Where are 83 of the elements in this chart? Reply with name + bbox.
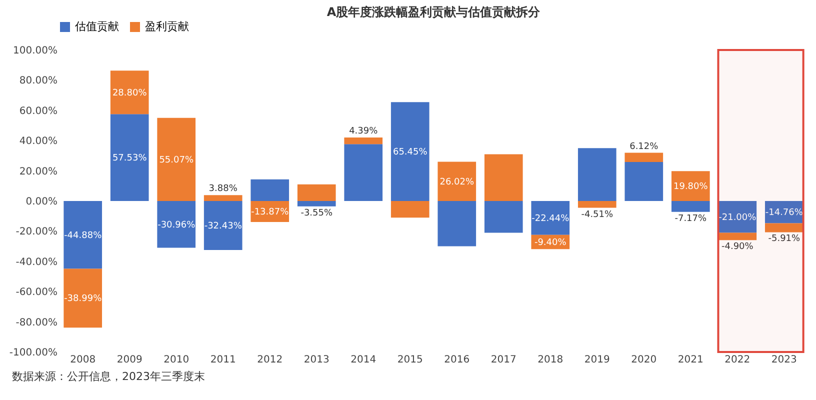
x-tick-label: 2017 bbox=[490, 354, 516, 366]
x-tick-label: 2021 bbox=[678, 354, 704, 366]
data-label: -22.44% bbox=[532, 214, 570, 224]
bar bbox=[204, 195, 242, 201]
bar bbox=[157, 118, 196, 201]
bar bbox=[438, 201, 476, 246]
bar bbox=[624, 162, 664, 201]
x-tick-label: 2015 bbox=[397, 354, 423, 366]
bar bbox=[64, 201, 102, 269]
data-label: 28.80% bbox=[112, 88, 148, 98]
data-label: -32.43% bbox=[204, 221, 242, 232]
legend-label: 估值贡献 bbox=[75, 20, 119, 33]
x-tick-label: 2013 bbox=[304, 354, 330, 366]
data-label: -4.51% bbox=[581, 210, 614, 220]
bar bbox=[484, 154, 523, 201]
x-tick-label: 2018 bbox=[538, 354, 564, 366]
data-label: -21.00% bbox=[718, 212, 757, 223]
x-tick-label: 2014 bbox=[350, 354, 376, 366]
bar bbox=[110, 70, 149, 114]
data-label: 65.45% bbox=[392, 148, 428, 158]
legend-label: 盈利贡献 bbox=[145, 20, 189, 33]
x-tick-label: 2020 bbox=[631, 354, 657, 366]
bar bbox=[344, 137, 383, 144]
data-label: 26.02% bbox=[440, 177, 474, 188]
bar bbox=[204, 201, 242, 250]
y-tick-label: 40.00% bbox=[19, 136, 58, 148]
x-tick-label: 2010 bbox=[164, 354, 190, 366]
bar bbox=[438, 162, 476, 201]
x-tick-label: 2022 bbox=[724, 354, 750, 366]
bar bbox=[764, 223, 804, 232]
data-label: -44.88% bbox=[64, 230, 102, 241]
data-label: -9.40% bbox=[534, 238, 567, 248]
data-label: -7.17% bbox=[674, 214, 708, 224]
bar bbox=[578, 201, 616, 208]
source-note: 数据来源：公开信息，2023年三季度末 bbox=[11, 370, 206, 384]
y-tick-label: -80.00% bbox=[16, 317, 58, 328]
bar bbox=[110, 114, 149, 201]
data-label: -14.76% bbox=[765, 208, 804, 218]
data-label: 57.53% bbox=[112, 154, 148, 164]
y-tick-label: -40.00% bbox=[16, 256, 58, 268]
y-tick-label: -60.00% bbox=[16, 287, 58, 298]
y-tick-label: 20.00% bbox=[19, 166, 58, 178]
bar bbox=[718, 232, 757, 240]
data-label: -38.99% bbox=[64, 294, 102, 304]
y-tick-label: 0.00% bbox=[26, 196, 58, 208]
bar bbox=[578, 148, 616, 201]
bar bbox=[671, 201, 710, 212]
bar bbox=[390, 201, 430, 218]
x-tick-label: 2011 bbox=[210, 354, 236, 366]
chart-title: A股年度涨跌幅盈利贡献与估值贡献拆分 bbox=[326, 5, 542, 19]
y-tick-label: 80.00% bbox=[19, 76, 58, 87]
bar bbox=[531, 201, 570, 235]
bar bbox=[64, 268, 102, 328]
x-tick-label: 2016 bbox=[444, 354, 470, 366]
bar bbox=[390, 102, 430, 201]
bar bbox=[671, 171, 710, 201]
bar bbox=[297, 184, 336, 201]
bar bbox=[484, 201, 523, 233]
data-label: -4.90% bbox=[721, 242, 754, 252]
y-tick-label: 60.00% bbox=[19, 106, 58, 117]
x-tick-label: 2019 bbox=[584, 354, 610, 366]
y-tick-label: -20.00% bbox=[16, 226, 58, 238]
data-label: 4.39% bbox=[349, 126, 378, 136]
bar bbox=[624, 152, 664, 162]
data-label: -3.55% bbox=[300, 208, 333, 218]
x-tick-label: 2008 bbox=[70, 354, 96, 366]
data-label: 3.88% bbox=[208, 184, 238, 194]
x-tick-label: 2009 bbox=[116, 354, 142, 366]
x-tick-label: 2023 bbox=[771, 354, 797, 366]
x-tick-label: 2012 bbox=[257, 354, 283, 366]
data-label: -5.91% bbox=[768, 234, 801, 244]
data-label: 55.07% bbox=[159, 155, 194, 166]
data-label: -13.87% bbox=[251, 207, 290, 218]
data-label: 6.12% bbox=[630, 142, 659, 152]
data-label: 19.80% bbox=[673, 182, 708, 192]
bar bbox=[297, 201, 336, 206]
data-label: -30.96% bbox=[158, 220, 196, 230]
bar bbox=[250, 179, 290, 201]
y-tick-label: 100.00% bbox=[13, 46, 58, 56]
y-tick-label: -100.00% bbox=[9, 348, 58, 358]
bar bbox=[718, 201, 757, 233]
bar bbox=[344, 144, 383, 201]
bar bbox=[157, 201, 196, 248]
